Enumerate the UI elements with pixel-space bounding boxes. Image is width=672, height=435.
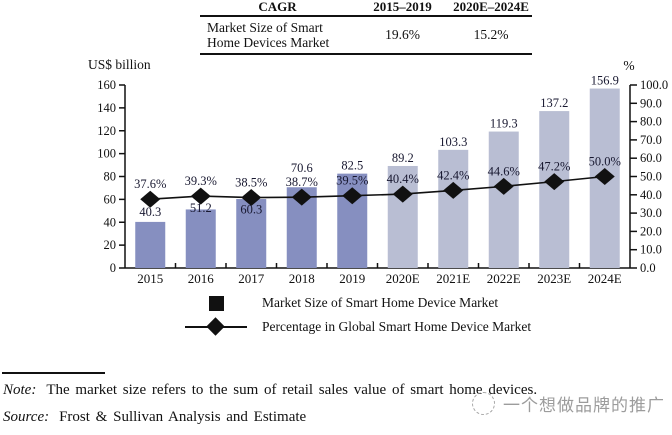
cagr-header-cell: CAGR [258,0,297,14]
left-axis-tick-label: 0 [110,261,116,275]
source-line: Source: Frost & Sullivan Analysis and Est… [3,409,306,426]
right-axis-tick-label: 80.0 [640,115,662,129]
watermark: 一个想做品牌的推广 [472,391,665,416]
bar-value-label: 40.3 [139,205,161,219]
bar-value-label: 70.6 [291,161,313,175]
right-axis-tick-label: 50.0 [640,170,662,184]
bar-value-label: 137.2 [540,96,568,110]
left-axis-tick-label: 80 [104,170,117,184]
diamond-marker [594,168,615,185]
diamond-marker [291,188,312,206]
category-label: 2016 [188,271,215,286]
pct-label: 39.5% [336,174,368,188]
bar [185,209,216,268]
pct-label: 38.5% [235,176,267,190]
pct-label: 47.2% [538,160,570,174]
diamond-marker [140,190,161,208]
bar [488,131,519,268]
left-axis-tick-label: 120 [97,124,116,138]
pct-label: 44.6% [488,164,520,178]
bar-value-label: 60.3 [240,203,262,217]
cagr-table: CAGR 2015–2019 2020E–2024E Market Size o… [200,0,532,55]
category-label: 2021E [436,271,470,286]
cagr-row-label: Market Size of Smart Home Devices Market [200,20,355,50]
note-label: Note: [3,382,37,398]
percentage-line [150,175,605,200]
right-axis-tick-label: 40.0 [640,188,662,202]
line-legend-label: Percentage in Global Smart Home Device M… [262,319,532,334]
category-label: 2022E [487,271,521,286]
right-axis-tick-label: 0.0 [640,261,656,275]
bar-value-label: 119.3 [490,117,518,131]
cagr-row-label-line2: Home Devices Market [207,35,330,50]
bar-value-label: 89.2 [392,151,414,165]
pct-label: 37.6% [134,177,166,191]
category-label: 2019 [339,271,365,286]
diamond-marker [392,185,413,203]
left-axis-tick-label: 160 [97,78,116,92]
category-label: 2017 [238,271,265,286]
right-axis-tick-label: 60.0 [640,151,662,165]
diamond-marker [190,187,211,205]
right-axis-tick-label: 70.0 [640,133,662,147]
period2-header-cell: 2020E–2024E [453,0,529,14]
pct-label: 42.4% [437,168,469,182]
bar-legend-marker-icon [185,294,247,312]
left-axis-tick-label: 60 [104,192,117,206]
cagr-row-label-line1: Market Size of Smart [207,20,323,35]
right-axis-tick-label: 10.0 [640,243,662,257]
bar [438,149,469,268]
right-axis-tick-label: 90.0 [640,96,662,110]
bar-value-label: 51.2 [190,201,212,215]
right-axis-title: % [623,58,634,73]
footnote-divider [2,372,105,374]
diamond-marker [241,189,262,207]
cagr-table-header: CAGR 2015–2019 2020E–2024E [200,0,532,17]
diamond-marker [493,177,514,195]
note-line: Note: The market size refers to the sum o… [3,382,672,399]
right-axis-tick-label: 100.0 [640,78,668,92]
bar [387,165,418,268]
pct-label: 40.4% [387,172,419,186]
watermark-text: 一个想做品牌的推广 [503,396,665,415]
watermark-logo-icon [472,392,495,415]
category-label: 2023E [537,271,571,286]
note-text: The market size refers to the sum of ret… [46,382,538,398]
bar-legend-label: Market Size of Smart Home Device Market [262,295,499,310]
bar-value-label: 82.5 [341,159,363,173]
period1-header-cell: 2015–2019 [373,0,432,14]
category-label: 2015 [137,271,163,286]
source-label: Source: [3,409,50,425]
category-label: 2024E [588,271,622,286]
bar-value-label: 103.3 [439,135,467,149]
left-axis-title: US$ billion [88,57,151,72]
left-axis-tick-label: 40 [104,215,117,229]
left-axis-tick-label: 140 [97,101,116,115]
cagr-value-2015-2019: 19.6% [385,27,420,42]
line-diamond-legend-marker-icon [185,317,247,336]
right-axis-tick-label: 30.0 [640,206,662,220]
pct-label: 38.7% [286,175,318,189]
bar [236,199,267,268]
left-axis-tick-label: 20 [104,238,117,252]
pct-label: 50.0% [589,155,621,169]
category-label: 2020E [386,271,420,286]
cagr-table-row: Market Size of Smart Home Devices Market… [200,17,532,55]
legend-item-bar: Market Size of Smart Home Device Market [185,294,498,312]
pct-label: 39.3% [185,174,217,188]
cagr-value-2020-2024: 15.2% [473,27,509,42]
diamond-marker [443,181,464,199]
source-text: Frost & Sullivan Analysis and Estimate [59,409,307,425]
diamond-marker [544,173,565,191]
legend-item-line: Percentage in Global Smart Home Device M… [185,317,532,336]
category-label: 2018 [289,271,315,286]
bar-value-label: 156.9 [591,74,619,88]
left-axis-tick-label: 100 [97,147,116,161]
right-axis-tick-label: 20.0 [640,224,662,238]
bar [135,221,166,268]
diamond-marker [342,187,363,205]
